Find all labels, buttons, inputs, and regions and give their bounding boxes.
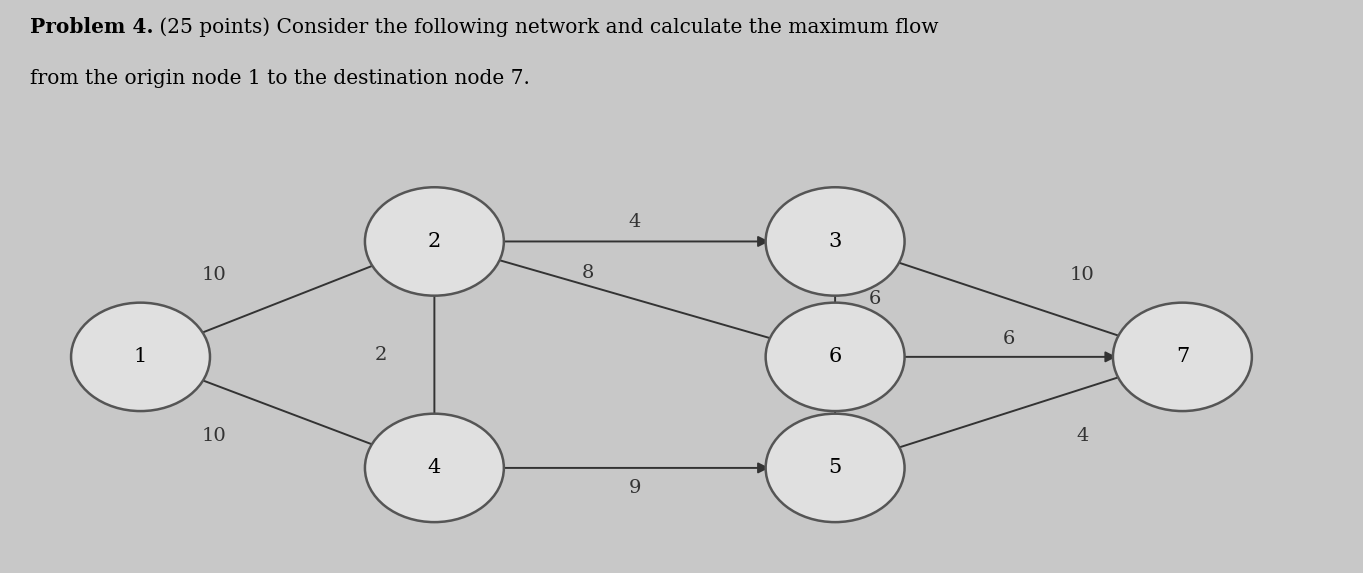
Text: from the origin node 1 to the destination node 7.: from the origin node 1 to the destinatio… [30, 69, 530, 88]
Text: 4: 4 [628, 213, 641, 231]
Ellipse shape [766, 303, 905, 411]
Text: 10: 10 [202, 427, 226, 445]
Text: 6: 6 [829, 347, 842, 366]
Text: 6: 6 [1003, 331, 1015, 348]
Text: 7: 7 [870, 386, 882, 404]
Text: (25 points) Consider the following network and calculate the maximum flow: (25 points) Consider the following netwo… [154, 17, 939, 37]
Text: 9: 9 [628, 478, 641, 497]
Ellipse shape [766, 414, 905, 522]
Text: 2: 2 [428, 232, 442, 251]
Text: 3: 3 [829, 232, 842, 251]
Text: 4: 4 [428, 458, 442, 477]
Text: 6: 6 [870, 290, 882, 308]
Ellipse shape [365, 187, 504, 296]
Text: 7: 7 [1176, 347, 1189, 366]
Text: 8: 8 [582, 264, 594, 282]
Ellipse shape [365, 414, 504, 522]
Text: 2: 2 [375, 346, 387, 364]
Ellipse shape [766, 187, 905, 296]
Text: 5: 5 [829, 458, 842, 477]
Text: 10: 10 [1070, 266, 1094, 284]
Text: Problem 4.: Problem 4. [30, 17, 154, 37]
Text: 4: 4 [1075, 427, 1089, 445]
Ellipse shape [71, 303, 210, 411]
Ellipse shape [1114, 303, 1251, 411]
Text: 1: 1 [134, 347, 147, 366]
Text: 10: 10 [202, 266, 226, 284]
